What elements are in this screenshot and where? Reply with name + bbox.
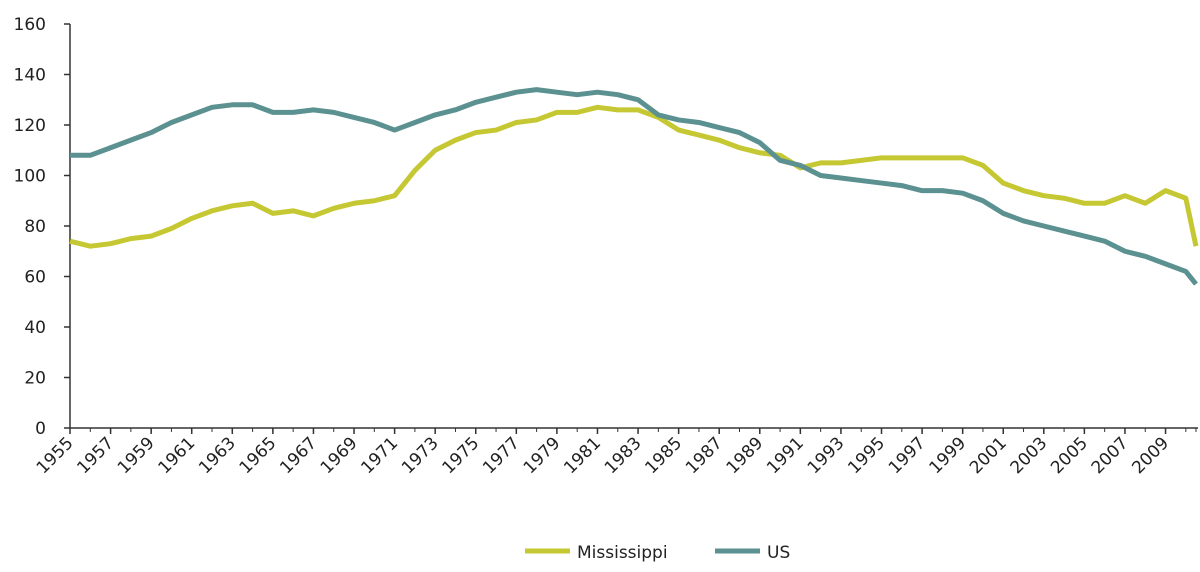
x-tick-label: 1955	[33, 433, 78, 478]
series-line	[70, 87, 1198, 286]
x-tick-label: 1991	[763, 433, 808, 478]
y-tick-label: 100	[14, 167, 46, 187]
x-tick-label: 1979	[520, 433, 565, 478]
x-tick-label: 1973	[398, 433, 443, 478]
legend-label: US	[767, 543, 790, 563]
x-tick-label: 2003	[1007, 433, 1052, 478]
y-tick-label: 160	[14, 15, 46, 35]
x-tick-label: 1993	[804, 433, 849, 478]
y-tick-label: 80	[24, 217, 46, 237]
x-tick-label: 1977	[479, 433, 524, 478]
x-tick-label: 1963	[195, 433, 240, 478]
x-tick-label: 1987	[682, 433, 727, 478]
y-tick-label: 20	[24, 369, 46, 389]
x-tick-label: 1981	[560, 433, 605, 478]
x-tick-label: 2007	[1088, 433, 1133, 478]
x-tick-label: 1967	[276, 433, 321, 478]
y-tick-label: 0	[35, 419, 46, 439]
x-tick-label: 2005	[1047, 433, 1092, 478]
x-tick-label: 1957	[73, 433, 118, 478]
y-tick-label: 120	[14, 116, 46, 136]
x-tick-label: 1989	[723, 433, 768, 478]
x-tick-label: 1969	[317, 433, 362, 478]
x-tick-label: 1995	[844, 433, 889, 478]
x-tick-label: 1999	[925, 433, 970, 478]
y-tick-label: 60	[24, 268, 46, 288]
y-tick-label: 140	[14, 66, 46, 86]
x-tick-label: 1965	[236, 433, 281, 478]
series-line	[69, 104, 1199, 249]
legend-label: Mississippi	[577, 543, 668, 563]
y-tick-label: 40	[24, 318, 46, 338]
x-tick-label: 2001	[966, 433, 1011, 478]
x-tick-label: 1997	[885, 433, 930, 478]
x-tick-label: 1961	[155, 433, 200, 478]
x-tick-label: 2009	[1128, 433, 1173, 478]
x-tick-label: 1971	[357, 433, 402, 478]
x-tick-label: 1959	[114, 433, 159, 478]
x-tick-label: 1975	[439, 433, 484, 478]
x-tick-label: 1985	[641, 433, 686, 478]
x-tick-label: 1983	[601, 433, 646, 478]
